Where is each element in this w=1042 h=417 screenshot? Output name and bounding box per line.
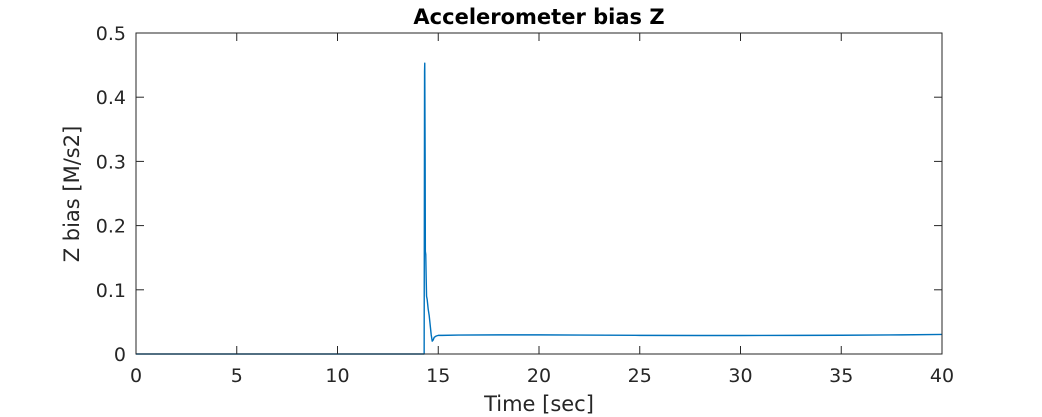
series-line-1 bbox=[136, 62, 943, 355]
x-tick-label: 10 bbox=[325, 365, 349, 387]
x-tick-label: 20 bbox=[527, 365, 551, 387]
x-tick-label: 35 bbox=[829, 365, 853, 387]
y-axis-label: Z bias [M/s2] bbox=[60, 126, 84, 263]
y-tick-label: 0.2 bbox=[96, 216, 126, 238]
y-tick-label: 0.5 bbox=[96, 23, 126, 45]
y-tick-label: 0.1 bbox=[96, 280, 126, 302]
x-tick-label: 15 bbox=[426, 365, 450, 387]
y-axis: 0 0.1 0.2 0.3 0.4 0.5 bbox=[96, 23, 942, 366]
axes-background bbox=[136, 33, 942, 354]
y-tick-label: 0.4 bbox=[96, 87, 126, 109]
x-tick-label: 0 bbox=[130, 365, 142, 387]
chart-title: Accelerometer bias Z bbox=[413, 5, 664, 29]
x-tick-label: 25 bbox=[628, 365, 652, 387]
x-tick-label: 5 bbox=[231, 365, 243, 387]
y-tick-label: 0.3 bbox=[96, 151, 126, 173]
x-tick-label: 30 bbox=[728, 365, 752, 387]
x-axis-label: Time [sec] bbox=[483, 392, 594, 416]
plot-area bbox=[135, 32, 943, 355]
y-tick-label: 0 bbox=[114, 344, 126, 366]
x-axis: 0 5 10 15 20 25 30 35 40 bbox=[130, 33, 954, 387]
x-tick-label: 40 bbox=[930, 365, 954, 387]
